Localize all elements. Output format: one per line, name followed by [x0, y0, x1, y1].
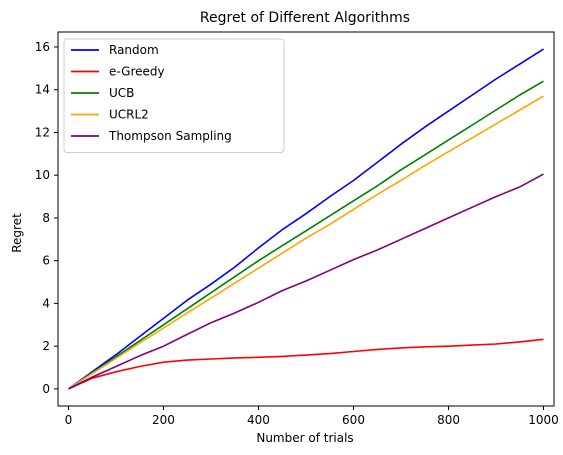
y-tick-label: 2: [42, 339, 50, 353]
legend: Random e-Greedy UCB UCRL2 Thompson Sampling: [63, 38, 285, 153]
x-tick-label: 200: [152, 413, 175, 427]
axes-frame: [57, 31, 555, 407]
y-tick-label: 14: [35, 83, 50, 97]
x-tick-label: 0: [65, 413, 73, 427]
y-tick-label: 10: [35, 168, 50, 182]
y-tick-label: 12: [35, 125, 50, 139]
series-line-e-greedy: [68, 338, 544, 390]
y-tick-label: 16: [35, 40, 50, 54]
y-tick-label: 0: [42, 382, 50, 396]
legend-label: Thompson Sampling: [108, 129, 232, 143]
y-axis-title: Regret: [10, 213, 24, 253]
series-line-ucb: [68, 80, 544, 390]
series-line-random: [68, 48, 544, 390]
legend-label: e-Greedy: [109, 65, 165, 79]
chart-title: Regret of Different Algorithms: [200, 10, 410, 26]
legend-label: Random: [109, 43, 159, 57]
legend-label: UCB: [109, 86, 134, 100]
x-axis-title: Number of trials: [256, 431, 353, 445]
x-tick-label: 400: [247, 413, 270, 427]
y-tick-label: 8: [42, 211, 50, 225]
legend-box: [63, 38, 285, 153]
series-line-thompson-sampling: [68, 173, 544, 390]
x-tick-label: 800: [437, 413, 460, 427]
legend-label: UCRL2: [109, 108, 149, 122]
y-tick-label: 6: [42, 254, 50, 268]
x-tick-label: 600: [342, 413, 365, 427]
x-tick-label: 1000: [528, 413, 559, 427]
axis-ticks: 0 200 400 600 800 1000 0 2 4 6 8 10 12 14 16: [35, 40, 559, 427]
y-tick-label: 4: [42, 296, 50, 310]
series-line-ucrl2: [68, 95, 544, 390]
plot-area: [68, 48, 544, 390]
